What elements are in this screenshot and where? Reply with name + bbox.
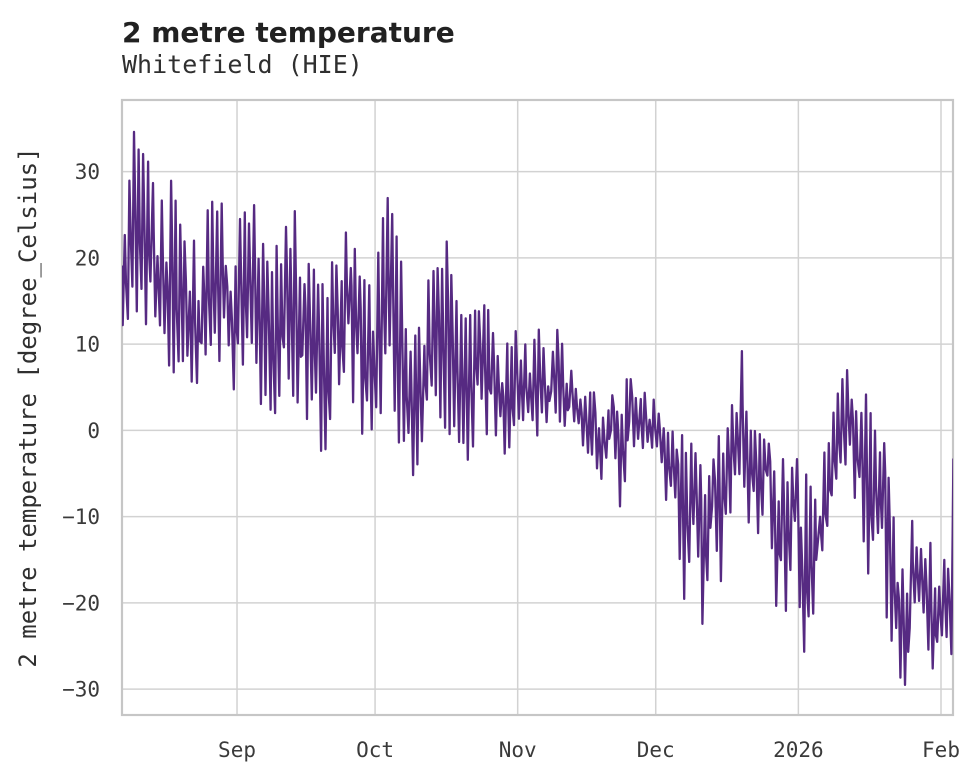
y-tick-label: −30 xyxy=(62,678,100,702)
y-tick-labels: 30 20 10 0 −10 −20 −30 xyxy=(62,160,100,702)
y-tick-label: −20 xyxy=(62,591,100,615)
x-tick-label: Feb xyxy=(922,738,960,762)
x-tick-label: Oct xyxy=(356,738,394,762)
x-tick-label: Sep xyxy=(218,738,256,762)
x-tick-label: Nov xyxy=(499,738,537,762)
chart-subtitle: Whitefield (HIE) xyxy=(122,50,363,79)
plot-border xyxy=(120,98,955,717)
temperature-line xyxy=(122,130,953,686)
x-tick-labels: Sep Oct Nov Dec 2026 Feb xyxy=(218,738,960,762)
chart-title: 2 metre temperature xyxy=(122,16,455,49)
x-tick-label: 2026 xyxy=(773,738,824,762)
y-tick-label: −10 xyxy=(62,505,100,529)
y-tick-label: 20 xyxy=(75,246,100,270)
y-axis-label: 2 metre temperature [degree_Celsius] xyxy=(14,147,42,668)
y-tick-label: 10 xyxy=(75,333,100,357)
x-tick-label: Dec xyxy=(637,738,675,762)
y-tick-label: 0 xyxy=(87,419,100,443)
y-tick-label: 30 xyxy=(75,160,100,184)
